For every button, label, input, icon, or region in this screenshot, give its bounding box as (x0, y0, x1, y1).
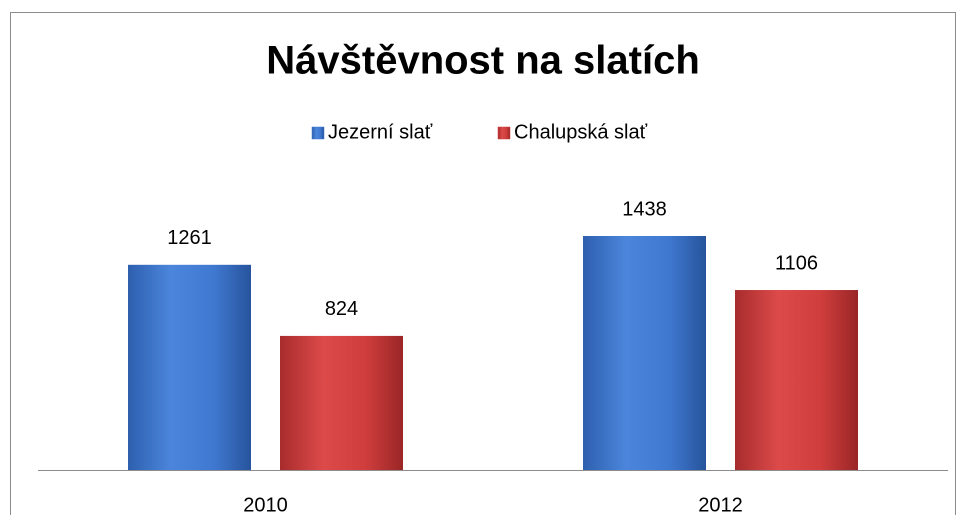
data-label: 1438 (622, 198, 667, 220)
bar (583, 236, 706, 470)
data-label: 1261 (167, 227, 212, 249)
x-tick-label: 2010 (243, 494, 288, 515)
bar (735, 290, 858, 470)
legend-label: Chalupská slať (514, 121, 648, 143)
legend-label: Jezerní slať (328, 121, 433, 143)
data-label: 1106 (775, 252, 818, 274)
data-label: 824 (325, 298, 358, 320)
x-tick-label: 2012 (698, 494, 743, 515)
bar (128, 264, 251, 470)
legend-marker (497, 126, 511, 140)
chart-title: Návštěvnost na slatích (266, 39, 700, 83)
bar (280, 335, 403, 470)
legend-marker (311, 126, 325, 140)
